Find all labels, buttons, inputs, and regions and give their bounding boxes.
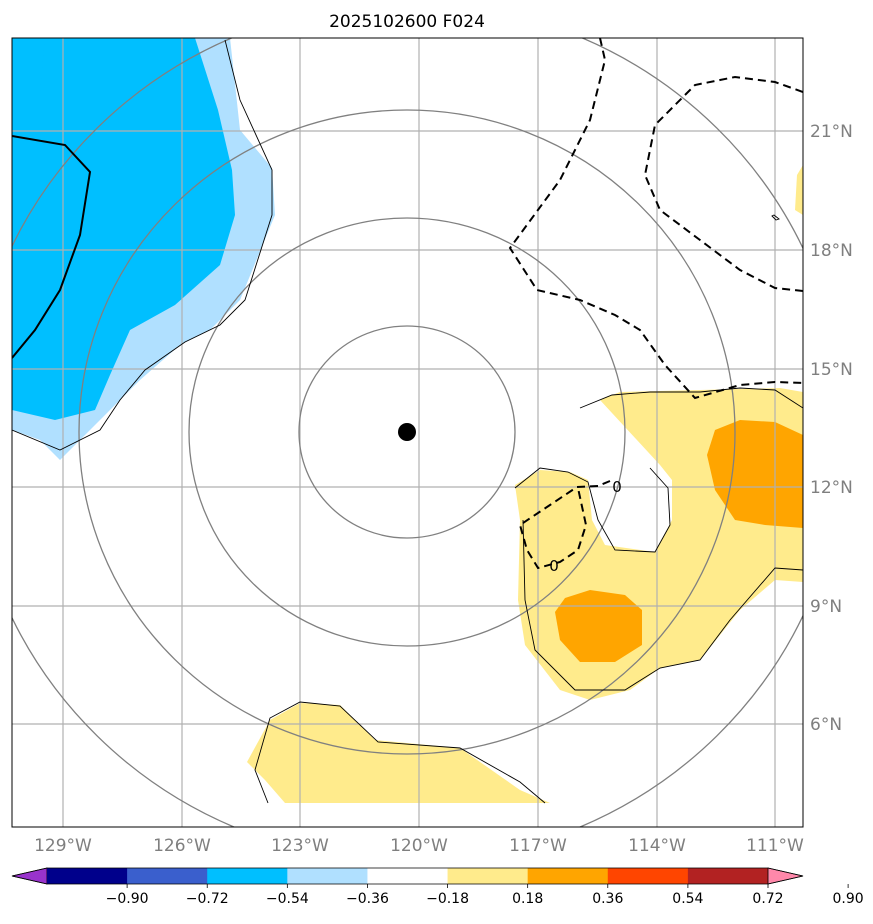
colorbar-extend-low [11,867,48,885]
colorbar-tick-label: −0.90 [106,891,149,907]
colorbar-bin [527,868,609,884]
coastline-island [771,214,780,221]
contour-label-2: 0 [549,557,559,575]
lon-label-117w: 117°W [509,836,567,856]
lon-label-120w: 120°W [390,836,448,856]
colorbar-bin [127,868,208,884]
contour-solid [12,135,92,359]
lat-label-6n: 6°N [810,715,842,735]
lat-label-9n: 9°N [810,597,842,617]
shade-positive-light-south [247,703,550,803]
lat-label-15n: 15°N [810,360,853,380]
colorbar-bin [687,868,769,884]
colorbar-bin [367,868,449,884]
chart-title: 2025102600 F024 [329,12,485,32]
colorbar-bin [447,868,529,884]
lon-label-114w: 114°W [628,836,686,856]
colorbar-bin [287,868,368,884]
lat-tick-labels: 21°N 18°N 15°N 12°N 9°N 6°N [810,122,853,735]
lat-label-21n: 21°N [810,122,853,142]
range-ring-3 [78,109,736,755]
lat-label-18n: 18°N [810,241,853,261]
lon-tick-labels: 129°W 126°W 123°W 120°W 117°W 114°W 111°… [34,836,804,856]
colorbar-tick-label: 0.90 [833,891,864,907]
contour-label-1: 0 [612,478,622,496]
shade-positive-medium-east [707,420,803,528]
lon-label-111w: 111°W [746,836,804,856]
shade-positive-medium-south [555,590,642,662]
contour-dashed-northeast [643,75,803,292]
colorbar-tick-label: −0.36 [346,891,389,907]
map-area: 0 0 [12,38,803,827]
range-rings [12,38,803,827]
colorbar-bin [207,868,288,884]
colorbar-bin [47,868,128,884]
colorbar-bin [607,868,689,884]
shade-negative-medium-top [18,38,45,120]
coastline-east [579,387,803,409]
lat-label-12n: 12°N [810,478,853,498]
shade-positive-light-edge [795,165,803,215]
shade-negative-medium [12,38,235,420]
coastline-west [12,39,273,451]
coastline-east-lower [522,519,803,691]
map-frame [11,37,804,828]
colorbar: −0.90 −0.72 −0.54 −0.36 −0.18 0.18 0.36 0.54 0.7… [11,867,864,907]
colorbar-tick-label: −0.18 [426,891,469,907]
range-ring-2 [188,217,626,647]
gridlines [12,38,803,827]
contour-dashed-south [518,480,611,570]
colorbar-tick-label: 0.54 [672,891,703,907]
range-ring-1 [298,325,516,539]
colorbar-extend-high [767,867,804,885]
colorbar-tick-label: 0.18 [512,891,543,907]
storm-center-marker [398,423,416,441]
dashed-contours [508,38,803,570]
contour-dashed-north [508,38,803,400]
coastline-south [254,701,546,804]
colorbar-outline [11,867,804,885]
colorbar-tick-label: 0.36 [592,891,623,907]
colorbar-tick-label: −0.72 [186,891,229,907]
colorbar-tick-label: −0.54 [266,891,309,907]
colorbar-tick-label: 0.72 [752,891,783,907]
coastlines [12,39,803,804]
lon-label-129w: 129°W [34,836,92,856]
lon-label-126w: 126°W [153,836,211,856]
coastline-east-inner [514,467,671,553]
lon-label-123w: 123°W [271,836,329,856]
